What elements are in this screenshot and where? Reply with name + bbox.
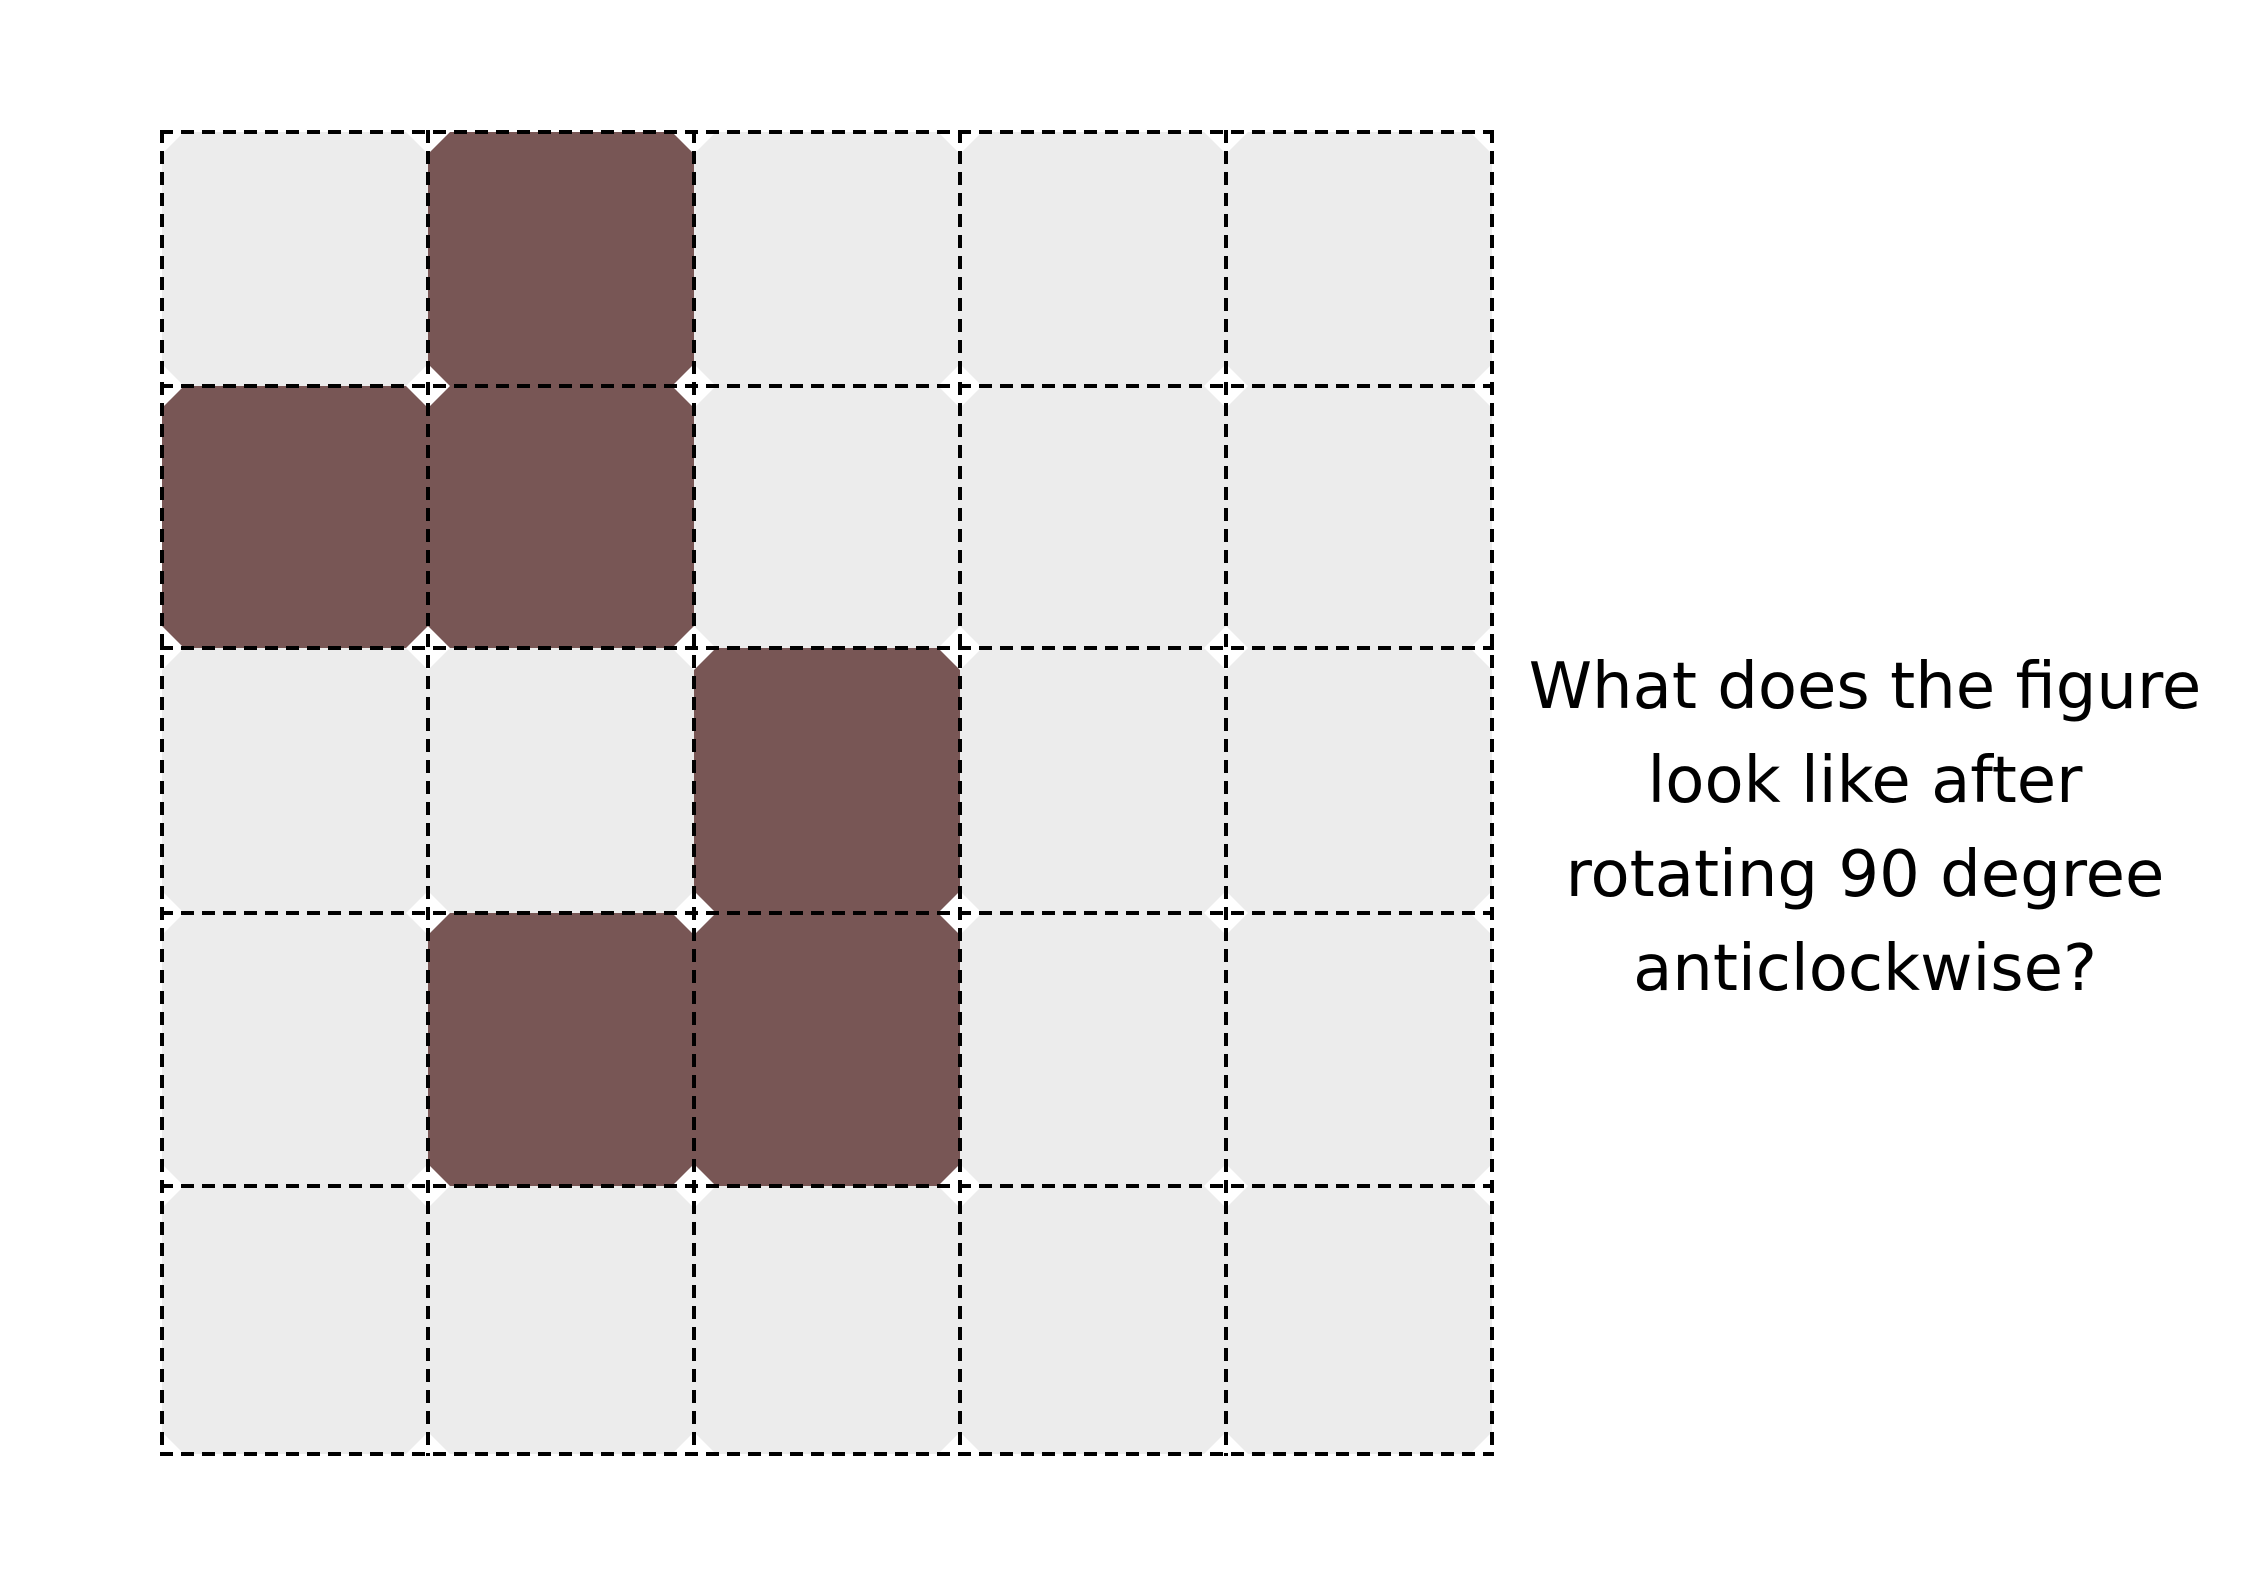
empty-cell-r4-c2 — [694, 1186, 960, 1454]
question-line-4: anticlockwise? — [1633, 932, 2097, 1006]
question-line-1: What does the figure — [1528, 650, 2202, 724]
empty-cell-r0-c0 — [162, 132, 428, 386]
empty-cell-r4-c3 — [960, 1186, 1226, 1454]
empty-cell-r1-c3 — [960, 386, 1226, 648]
empty-cell-r0-c2 — [694, 132, 960, 386]
filled-cell-r1-c1 — [428, 386, 694, 648]
empty-cell-r0-c4 — [1226, 132, 1492, 386]
grid-cells — [162, 132, 1492, 1454]
empty-cell-r2-c3 — [960, 648, 1226, 913]
filled-cell-r2-c2 — [694, 648, 960, 913]
grid-lines — [160, 130, 1494, 1456]
filled-cell-r0-c1 — [428, 132, 694, 386]
empty-cell-r2-c1 — [428, 648, 694, 913]
question-text: What does the figure look like after rot… — [1525, 640, 2205, 1016]
question-line-3: rotating 90 degree — [1565, 838, 2165, 912]
empty-cell-r4-c1 — [428, 1186, 694, 1454]
empty-cell-r1-c2 — [694, 386, 960, 648]
empty-cell-r3-c4 — [1226, 913, 1492, 1186]
empty-cell-r2-c4 — [1226, 648, 1492, 913]
empty-cell-r4-c0 — [162, 1186, 428, 1454]
empty-cell-r3-c3 — [960, 913, 1226, 1186]
empty-cell-r0-c3 — [960, 132, 1226, 386]
filled-cell-r3-c1 — [428, 913, 694, 1186]
empty-cell-r3-c0 — [162, 913, 428, 1186]
empty-cell-r2-c0 — [162, 648, 428, 913]
filled-cell-r1-c0 — [162, 386, 428, 648]
empty-cell-r1-c4 — [1226, 386, 1492, 648]
question-line-2: look like after — [1647, 744, 2083, 818]
filled-cell-r3-c2 — [694, 913, 960, 1186]
empty-cell-r4-c4 — [1226, 1186, 1492, 1454]
